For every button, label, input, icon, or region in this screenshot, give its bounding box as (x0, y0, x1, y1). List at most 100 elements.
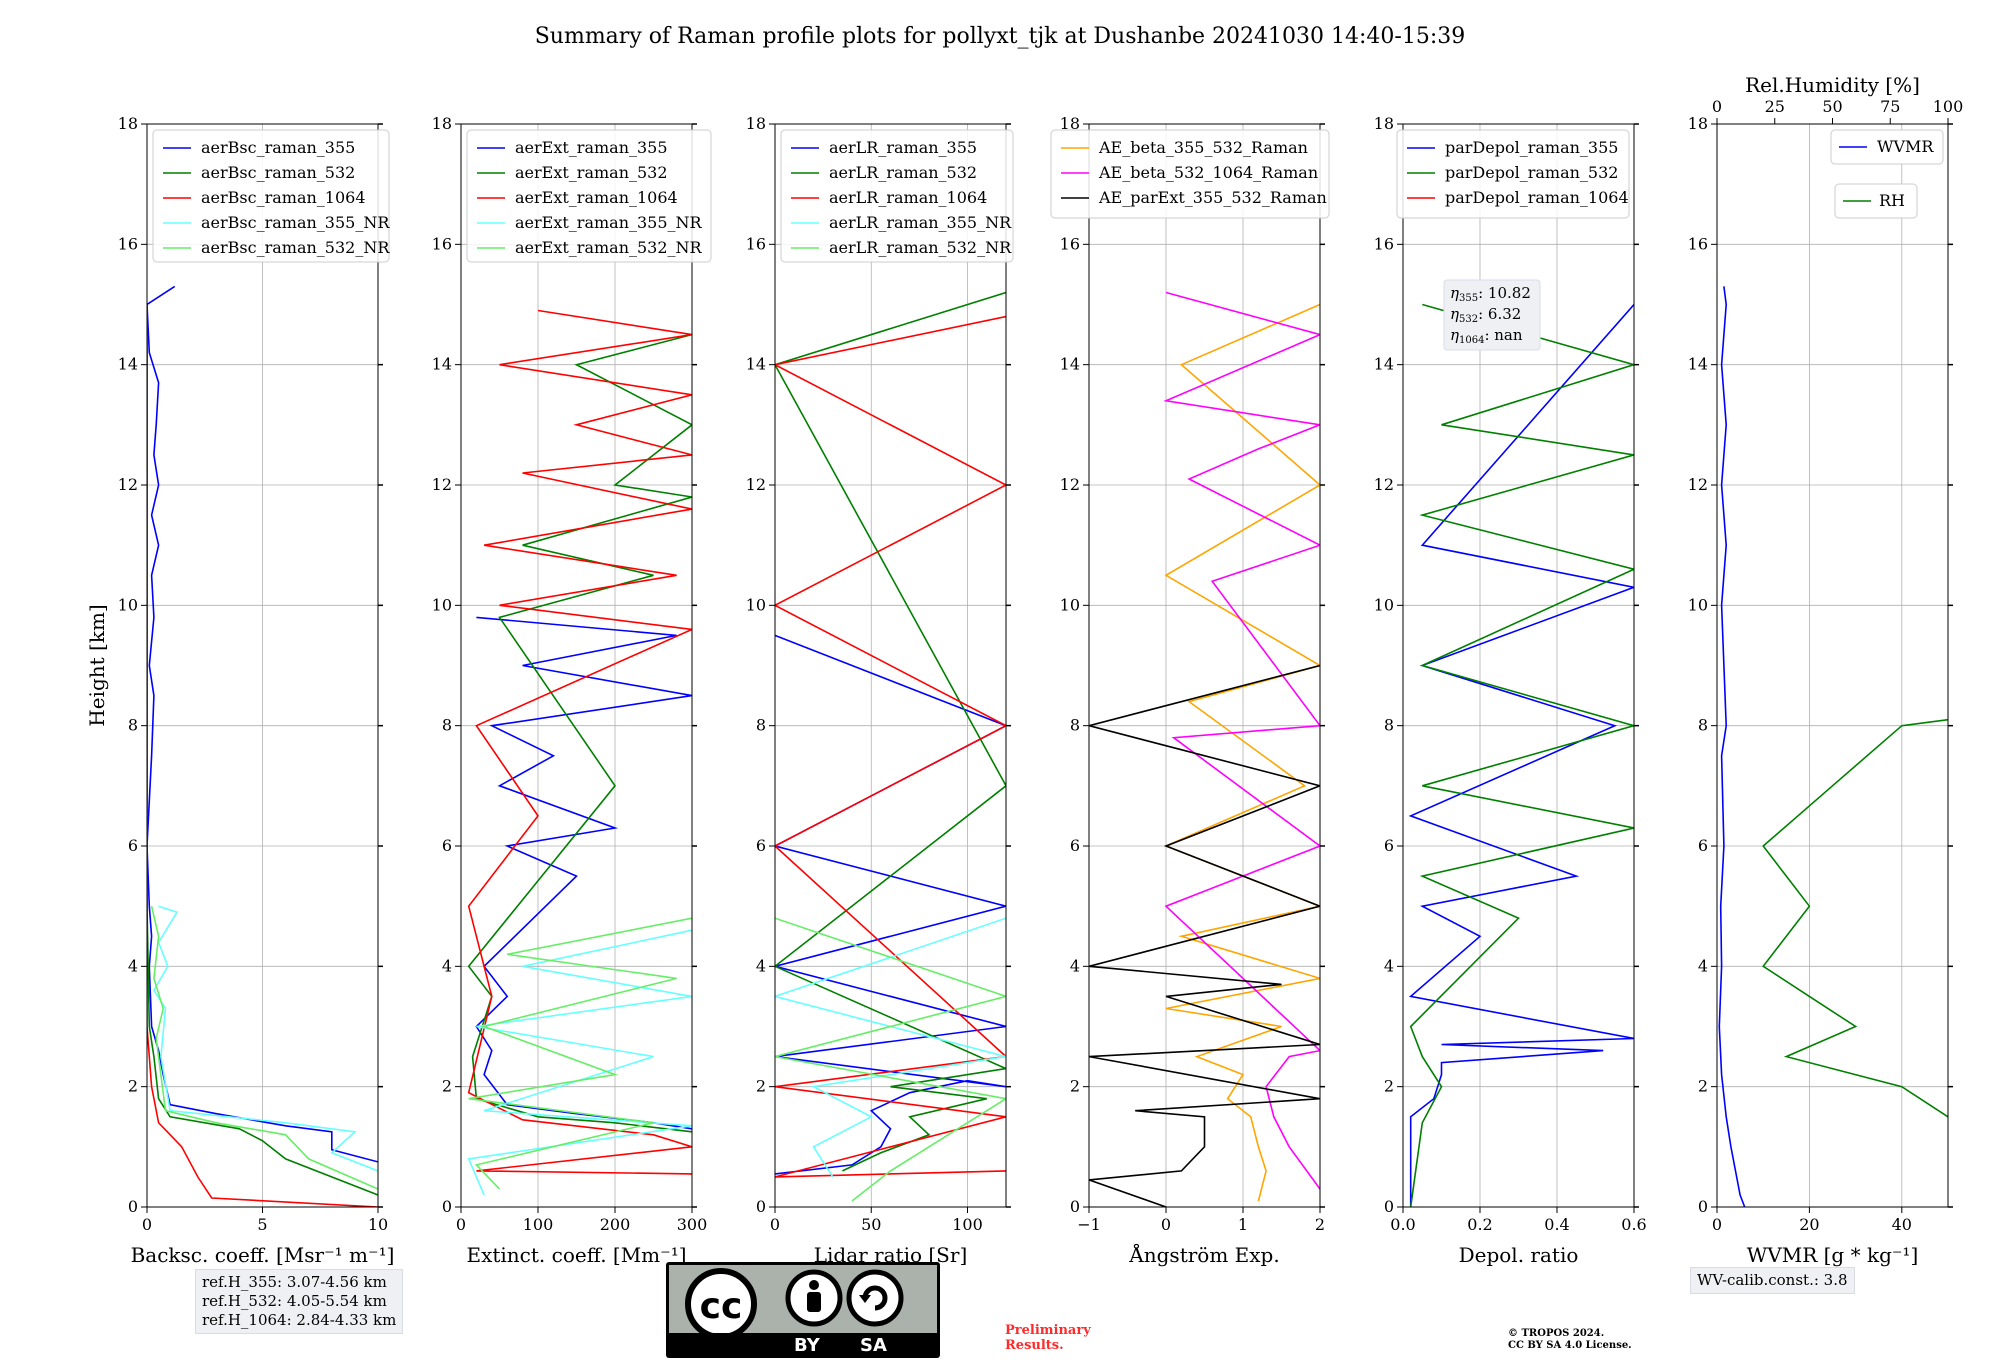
wv-y-tick-label: 10 (1688, 595, 1708, 614)
lr-x-tick-label: 50 (861, 1215, 881, 1234)
ext-series-aerExt_raman_355_NR (467, 929, 692, 1196)
bsc-legend-entry: aerBsc_raman_1064 (201, 188, 366, 207)
lr-y-tick-label: 6 (756, 836, 766, 855)
ae-y-tick-label: 12 (1060, 475, 1080, 494)
wv-series-WVMR (1718, 286, 1746, 1207)
depol-legend-entry: parDepol_raman_532 (1445, 163, 1618, 182)
reference-heights-box: ref.H_355: 3.07-4.56 km ref.H_532: 4.05-… (195, 1269, 404, 1334)
bsc-series-aerBsc_raman_355_NR (152, 905, 378, 1172)
figure-title: Summary of Raman profile plots for polly… (535, 24, 1466, 49)
ae-frame (1088, 123, 1321, 1208)
ref-height-532: ref.H_532: 4.05-5.54 km (202, 1292, 387, 1310)
lr-y-tick-label: 4 (756, 956, 766, 975)
lr-legend-entry: aerLR_raman_532 (829, 163, 977, 182)
rh-top-tick-label: 0 (1712, 97, 1722, 116)
share-alike-arrowhead (859, 1295, 871, 1303)
wv-y-tick-label: 6 (1698, 836, 1708, 855)
ext-y-tick-label: 4 (442, 956, 452, 975)
wv-y-tick-label: 12 (1688, 475, 1708, 494)
preliminary-line-2: Results. (1005, 1338, 1064, 1353)
wv-y-tick-label: 4 (1698, 956, 1708, 975)
ext-y-tick-label: 2 (442, 1077, 452, 1096)
ext-y-tick-label: 12 (432, 475, 452, 494)
wv-y-tick-label: 0 (1698, 1197, 1708, 1216)
depol-x-tick-label: 0.0 (1390, 1215, 1415, 1234)
bsc-legend-entry: aerBsc_raman_355 (201, 138, 355, 157)
ae-x-tick-label: 2 (1315, 1215, 1325, 1234)
ae-legend-entry: AE_parExt_355_532_Raman (1098, 188, 1327, 207)
wv-y-tick-label: 18 (1688, 114, 1708, 133)
ext-series-aerExt_raman_1064 (467, 309, 692, 1175)
depol-y-tick-label: 8 (1384, 716, 1394, 735)
ext-y-tick-label: 6 (442, 836, 452, 855)
bsc-y-tick-label: 12 (118, 475, 138, 494)
bsc-y-tick-label: 10 (118, 595, 138, 614)
wv-plot-area (1717, 124, 1948, 1207)
wv-legend-box-wvmr (1830, 129, 1944, 165)
bsc-x-tick-label: 10 (368, 1215, 388, 1234)
ext-y-tick-label: 18 (432, 114, 452, 133)
ext-y-tick-label: 16 (432, 234, 452, 253)
lr-y-tick-label: 10 (746, 595, 766, 614)
bsc-y-tick-label: 16 (118, 234, 138, 253)
lr-y-tick-label: 14 (746, 355, 766, 374)
attribution-head (809, 1280, 819, 1290)
panel-depol: 0 2 4 6 8 10 12 14 16 18 0.0 0.2 0.4 0.6 Depol. ratio p… (1374, 114, 1647, 1267)
wv-y-tick-label: 2 (1698, 1077, 1708, 1096)
lr-series-aerLR_raman_1064 (775, 315, 1006, 1178)
bsc-frame (146, 123, 379, 1208)
ae-y-tick-label: 4 (1070, 956, 1080, 975)
ae-y-tick-label: 6 (1070, 836, 1080, 855)
lr-x-tick-label: 0 (770, 1215, 780, 1234)
lr-x-tick-label: 100 (952, 1215, 983, 1234)
depol-y-tick-label: 6 (1384, 836, 1394, 855)
depol-legend-box (1396, 129, 1630, 219)
lr-y-tick-label: 0 (756, 1197, 766, 1216)
ext-legend-entry: aerExt_raman_1064 (515, 188, 678, 207)
lr-legend-box (780, 129, 1014, 263)
ae-x-axis-label: Ångström Exp. (1128, 1242, 1279, 1267)
ref-height-1064: ref.H_1064: 2.84-4.33 km (202, 1311, 397, 1329)
cc-logo-text: cc (700, 1286, 743, 1327)
ext-y-tick-label: 10 (432, 595, 452, 614)
panel-ext: 0 2 4 6 8 10 12 14 16 18 0 100 200 300 Extinct. coeff.… (432, 114, 712, 1267)
ae-x-tick-label: −1 (1077, 1215, 1101, 1234)
ae-series-AE_parExt_355_532_Raman (1089, 664, 1320, 1207)
bsc-series-aerBsc_raman_532_NR (150, 906, 378, 1190)
depol-legend-entry: parDepol_raman_355 (1445, 138, 1618, 157)
bsc-y-tick-label: 0 (128, 1197, 138, 1216)
ae-y-tick-label: 0 (1070, 1197, 1080, 1216)
depol-x-axis-label: Depol. ratio (1459, 1243, 1579, 1267)
cc-badge-bottom-bar: BY SA (666, 1333, 940, 1358)
wv-legend-entry-wvmr: WVMR (1877, 137, 1934, 156)
eta-annotation-1064: η1064: nan (1450, 326, 1523, 346)
copyright-note: © TROPOS 2024. CC BY SA 4.0 License. (1508, 1328, 1632, 1352)
lr-series-aerLR_raman_355_NR (775, 917, 1006, 1178)
ae-y-tick-label: 2 (1070, 1077, 1080, 1096)
ext-y-tick-label: 8 (442, 716, 452, 735)
rh-top-tick-label: 75 (1880, 97, 1900, 116)
lr-frame (774, 123, 1007, 1208)
ae-y-tick-label: 14 (1060, 355, 1080, 374)
bsc-series-aerBsc_raman_1064 (147, 304, 378, 1207)
rh-top-tick-label: 50 (1822, 97, 1842, 116)
eta-annotation-532: η532: 6.32 (1450, 305, 1521, 325)
depol-y-tick-label: 14 (1374, 355, 1394, 374)
copyright-line-2: CC BY SA 4.0 License. (1508, 1340, 1632, 1351)
attribution-body (807, 1292, 821, 1312)
depol-x-tick-label: 0.6 (1621, 1215, 1646, 1234)
ext-series-aerExt_raman_532 (467, 333, 692, 1133)
wv-y-tick-label: 16 (1688, 234, 1708, 253)
ext-x-tick-label: 100 (523, 1215, 554, 1234)
wv-x-tick-label: 20 (1799, 1215, 1819, 1234)
lr-legend-entry: aerLR_raman_1064 (829, 188, 987, 207)
ae-x-tick-label: 1 (1238, 1215, 1248, 1234)
depol-legend-entry: parDepol_raman_1064 (1445, 188, 1629, 207)
ext-y-tick-label: 0 (442, 1197, 452, 1216)
cc-badge-icons: cc (685, 1268, 904, 1340)
ae-series-AE_beta_532_1064_Raman (1163, 291, 1320, 1190)
rh-top-axis-label: Rel.Humidity [%] (1745, 73, 1920, 97)
ext-x-tick-label: 0 (456, 1215, 466, 1234)
bsc-legend-box (152, 129, 390, 263)
